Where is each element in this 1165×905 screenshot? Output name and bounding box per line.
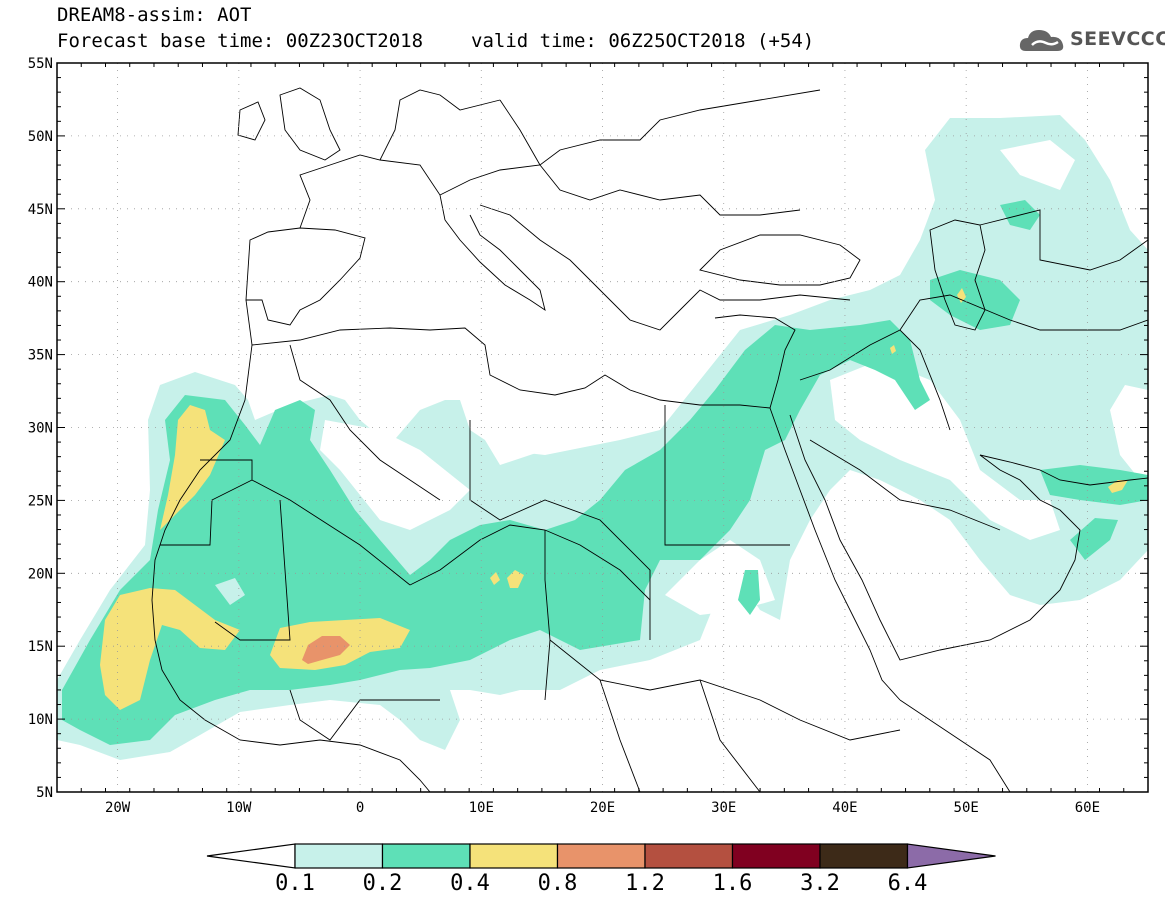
border-chad bbox=[544, 530, 551, 701]
coast-iberia bbox=[245, 227, 366, 326]
aot-region-high-iraq bbox=[890, 345, 896, 354]
colorbar-label: 6.4 bbox=[888, 871, 928, 896]
border-libya-egypt bbox=[664, 405, 790, 546]
colorbar-high-arrow bbox=[906, 843, 996, 869]
lon-label: 40E bbox=[832, 800, 857, 816]
border-africa-south-3 bbox=[599, 679, 641, 792]
lat-label: 10N bbox=[28, 712, 53, 728]
lon-label: 0 bbox=[356, 800, 364, 816]
coast-north-africa bbox=[251, 327, 771, 409]
coast-black-sea bbox=[699, 234, 861, 286]
border-algeria bbox=[289, 344, 441, 501]
latitude-labels: 55N 50N 45N 40N 35N 30N 25N 20N 15N 10N 5N bbox=[28, 56, 53, 801]
aot-gap-europe bbox=[1000, 140, 1075, 190]
aot-gap-mauritania bbox=[215, 578, 245, 605]
coast-balkans bbox=[479, 204, 851, 331]
coast-levant bbox=[714, 314, 796, 409]
colorbar-label: 0.4 bbox=[450, 871, 490, 896]
lon-label: 20W bbox=[105, 800, 131, 816]
lon-label: 60E bbox=[1075, 800, 1100, 816]
lat-label: 5N bbox=[36, 785, 53, 801]
colorbar-swatch bbox=[819, 843, 909, 869]
aot-region-oman-mid bbox=[1070, 518, 1118, 560]
colorbar-low-arrow bbox=[206, 843, 296, 869]
lat-label: 55N bbox=[28, 56, 53, 72]
border-africa-south-2 bbox=[549, 639, 901, 741]
lat-label: 15N bbox=[28, 639, 53, 655]
colorbar-label: 0.2 bbox=[363, 871, 403, 896]
border-saudi bbox=[809, 439, 1001, 531]
colorbar-swatch bbox=[644, 843, 734, 869]
border-iran bbox=[899, 294, 1148, 331]
lon-label: 30E bbox=[711, 800, 736, 816]
lat-label: 35N bbox=[28, 348, 53, 364]
graticule bbox=[57, 63, 1148, 792]
logo-text: SEEVCCC bbox=[1070, 28, 1165, 50]
border-niger bbox=[409, 524, 651, 601]
coast-arabia bbox=[789, 414, 1081, 661]
lat-label: 45N bbox=[28, 202, 53, 218]
map-title: DREAM8-assim: AOT bbox=[57, 4, 252, 26]
aot-region-max bbox=[302, 636, 350, 664]
coast-france bbox=[299, 154, 446, 229]
border-sahara-1 bbox=[200, 459, 411, 586]
colorbar-label: 0.1 bbox=[275, 871, 315, 896]
coast-horn bbox=[899, 699, 1011, 792]
border-europe-2 bbox=[539, 164, 801, 216]
colorbar-swatch bbox=[731, 843, 821, 869]
coast-west-africa bbox=[151, 299, 431, 792]
aot-gap-arabia bbox=[830, 360, 1060, 540]
coast-gulf bbox=[979, 454, 1148, 486]
aot-region-sudan-mid bbox=[738, 570, 760, 615]
coast-north-sea bbox=[379, 89, 501, 161]
aot-gap-sahara bbox=[320, 420, 470, 530]
aot-region-high-senegal bbox=[100, 588, 240, 710]
cloud-icon bbox=[1019, 30, 1064, 51]
lon-label: 10E bbox=[469, 800, 494, 816]
aot-gap-libya bbox=[485, 400, 640, 465]
forecast-times: Forecast base time: 00Z23OCT2018 valid ti… bbox=[57, 30, 814, 52]
coast-italy bbox=[444, 214, 546, 312]
valid-time: valid time: 06Z25OCT2018 (+54) bbox=[471, 30, 815, 52]
coast-ireland bbox=[237, 101, 266, 141]
colorbar-label: 3.2 bbox=[800, 871, 840, 896]
colorbar-swatch bbox=[381, 843, 471, 869]
border-africa-south-4 bbox=[699, 679, 761, 792]
lon-label: 50E bbox=[954, 800, 979, 816]
colorbar-label: 0.8 bbox=[538, 871, 578, 896]
aot-region-high-chad-2 bbox=[507, 570, 524, 588]
aot-region-gulf-mid bbox=[1040, 465, 1148, 505]
coast-red-sea-west bbox=[769, 407, 901, 701]
axis-ticks bbox=[56, 62, 1149, 793]
coast-uk bbox=[279, 87, 341, 161]
lat-label: 50N bbox=[28, 129, 53, 145]
base-time: Forecast base time: 00Z23OCT2018 bbox=[57, 30, 424, 52]
seevccc-logo: SEEVCCC bbox=[1018, 23, 1165, 57]
border-europe-3 bbox=[499, 99, 541, 166]
aot-region-high-morocco bbox=[160, 405, 225, 530]
colorbar-swatch bbox=[294, 843, 384, 869]
lat-label: 25N bbox=[28, 493, 53, 509]
border-europe-1 bbox=[439, 89, 821, 196]
longitude-labels: 20W 10W 0 10E 20E 30E 40E 50E 60E bbox=[105, 800, 1100, 816]
colorbar: 0.1 0.2 0.4 0.8 1.2 1.6 3.2 6.4 bbox=[206, 843, 996, 896]
border-sahara-2 bbox=[160, 479, 253, 546]
aot-region-high-gulf bbox=[1108, 480, 1128, 493]
colorbar-label: 1.2 bbox=[625, 871, 665, 896]
aot-field bbox=[57, 115, 1148, 760]
lat-label: 20N bbox=[28, 566, 53, 582]
border-mali bbox=[214, 499, 291, 641]
lon-label: 10W bbox=[226, 800, 252, 816]
colorbar-swatch bbox=[469, 843, 559, 869]
lon-label: 20E bbox=[590, 800, 615, 816]
border-africa-south-1 bbox=[289, 689, 440, 741]
border-kazakh bbox=[979, 209, 1148, 271]
lat-label: 30N bbox=[28, 421, 53, 437]
lat-label: 40N bbox=[28, 275, 53, 291]
aot-region-high-chad-1 bbox=[490, 572, 500, 585]
colorbar-swatch bbox=[556, 843, 646, 869]
colorbar-label: 1.6 bbox=[713, 871, 753, 896]
coastlines-borders bbox=[151, 87, 1148, 792]
